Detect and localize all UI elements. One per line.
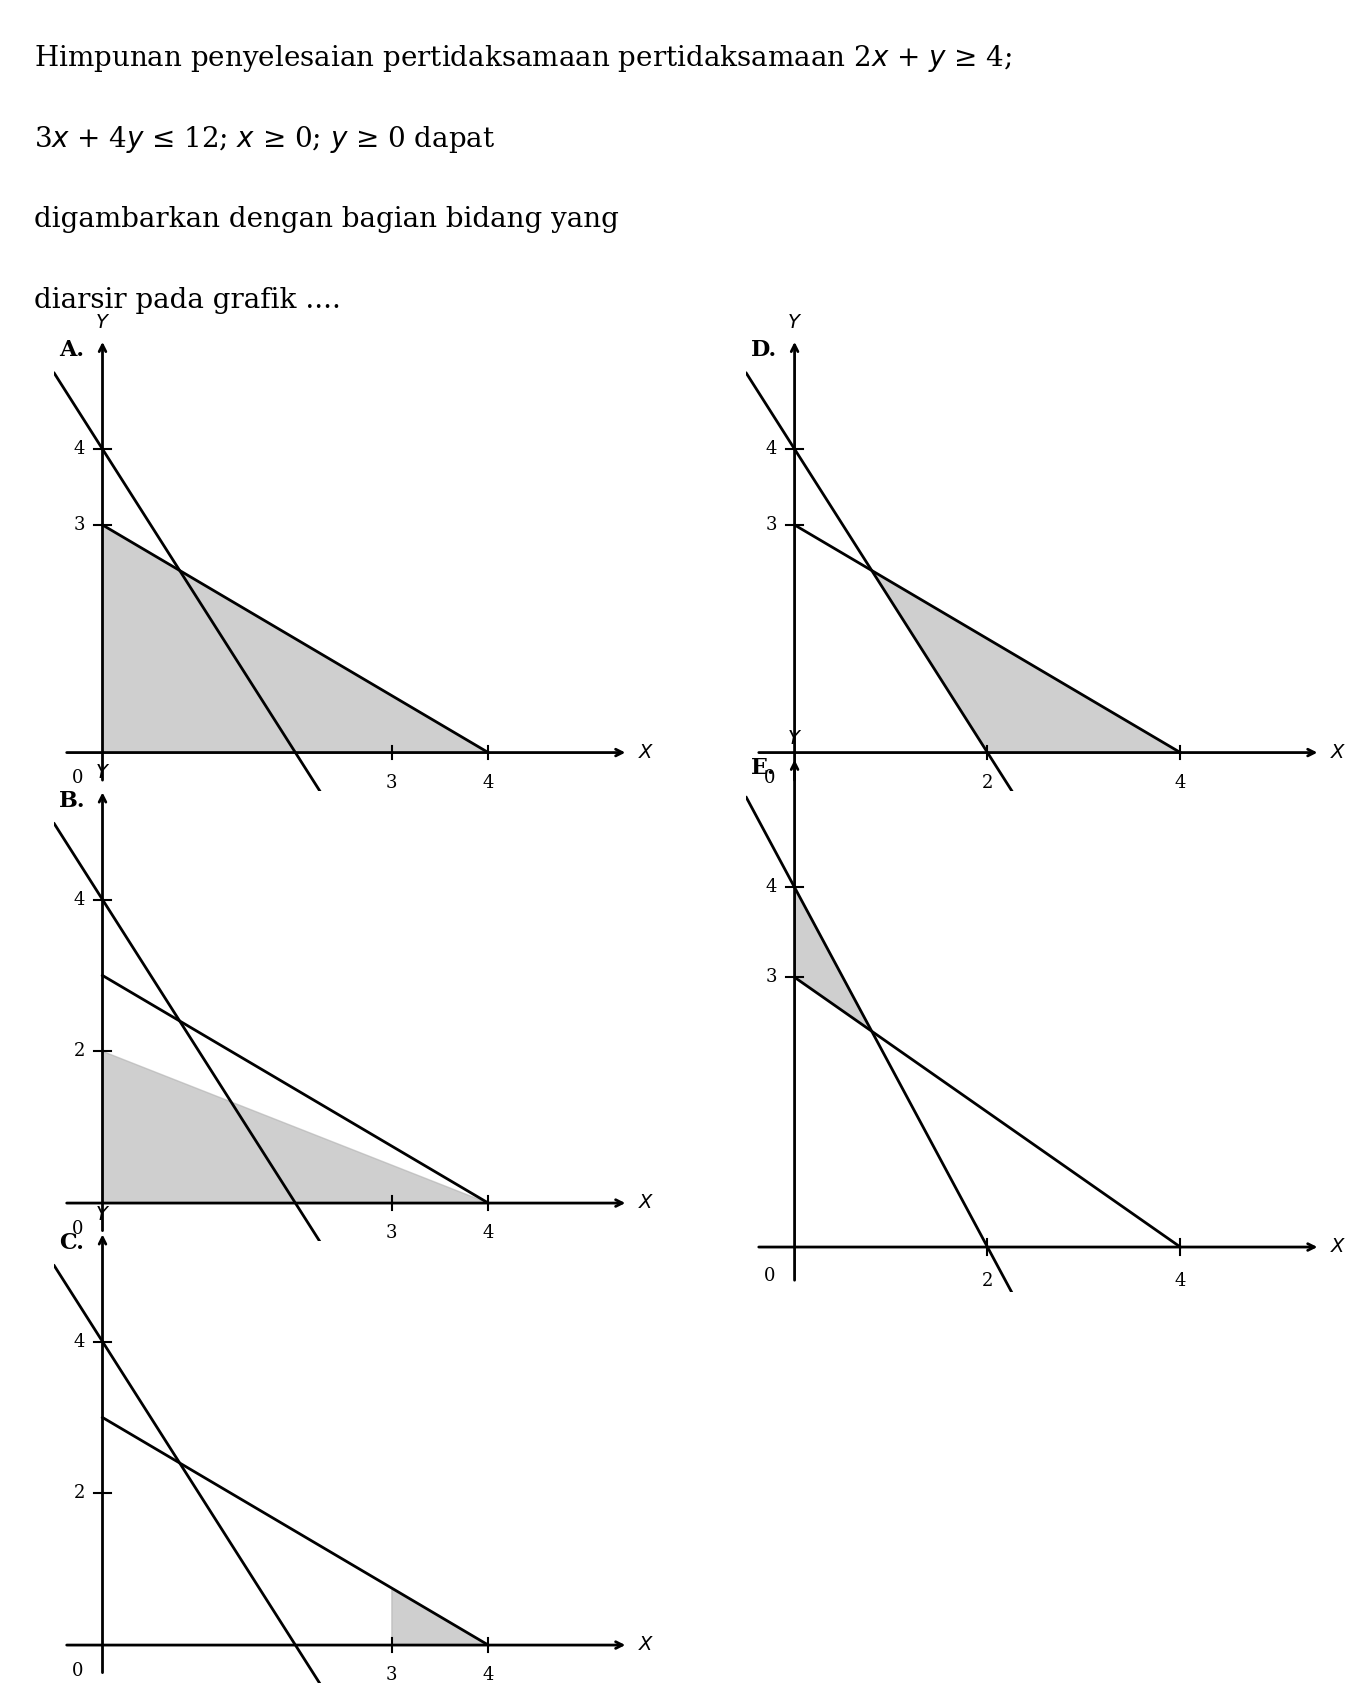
Text: 3: 3	[73, 517, 85, 534]
Text: 0: 0	[72, 1221, 83, 1238]
Text: 3: 3	[387, 1666, 398, 1685]
Text: $X$: $X$	[1330, 1238, 1346, 1256]
Text: A.: A.	[60, 338, 84, 360]
Text: 2: 2	[981, 1272, 993, 1290]
Polygon shape	[103, 1051, 489, 1204]
Text: 2: 2	[73, 1042, 85, 1061]
Text: 4: 4	[1175, 1272, 1186, 1290]
Text: 4: 4	[483, 1224, 494, 1243]
Text: B.: B.	[60, 789, 85, 811]
Text: 4: 4	[1175, 774, 1186, 792]
Text: 4: 4	[73, 440, 85, 457]
Text: 4: 4	[483, 774, 494, 792]
Text: 3: 3	[765, 517, 778, 534]
Text: $Y$: $Y$	[95, 313, 110, 332]
Text: Himpunan penyelesaian pertidaksamaan pertidaksamaan 2$x$ + $y$ ≥ 4;: Himpunan penyelesaian pertidaksamaan per…	[34, 42, 1012, 73]
Text: 2: 2	[981, 774, 993, 792]
Text: 0: 0	[72, 770, 83, 787]
Text: 3: 3	[387, 1224, 398, 1243]
Text: 4: 4	[483, 1666, 494, 1685]
Polygon shape	[103, 525, 489, 753]
Text: C.: C.	[60, 1231, 84, 1253]
Text: 4: 4	[765, 879, 778, 896]
Text: diarsir pada grafik ....: diarsir pada grafik ....	[34, 287, 341, 314]
Text: $X$: $X$	[638, 1193, 654, 1212]
Text: $X$: $X$	[1330, 743, 1346, 762]
Text: 4: 4	[73, 891, 85, 908]
Polygon shape	[871, 571, 1181, 753]
Text: 0: 0	[764, 1266, 775, 1285]
Text: 4: 4	[73, 1333, 85, 1350]
Text: $X$: $X$	[638, 1635, 654, 1654]
Text: 3: 3	[765, 969, 778, 986]
Polygon shape	[392, 1588, 489, 1646]
Polygon shape	[795, 887, 871, 1032]
Text: 3$x$ + 4$y$ ≤ 12; $x$ ≥ 0; $y$ ≥ 0 dapat: 3$x$ + 4$y$ ≤ 12; $x$ ≥ 0; $y$ ≥ 0 dapat	[34, 124, 495, 155]
Text: $Y$: $Y$	[95, 763, 110, 782]
Text: digambarkan dengan bagian bidang yang: digambarkan dengan bagian bidang yang	[34, 206, 619, 233]
Text: $Y$: $Y$	[95, 1205, 110, 1224]
Text: $Y$: $Y$	[787, 313, 802, 332]
Text: 4: 4	[765, 440, 778, 457]
Text: 0: 0	[72, 1663, 83, 1680]
Text: D.: D.	[752, 338, 778, 360]
Text: E.: E.	[752, 756, 776, 779]
Text: 0: 0	[764, 770, 775, 787]
Text: $Y$: $Y$	[787, 729, 802, 748]
Text: 3: 3	[387, 774, 398, 792]
Text: $X$: $X$	[638, 743, 654, 762]
Text: 2: 2	[73, 1484, 85, 1503]
